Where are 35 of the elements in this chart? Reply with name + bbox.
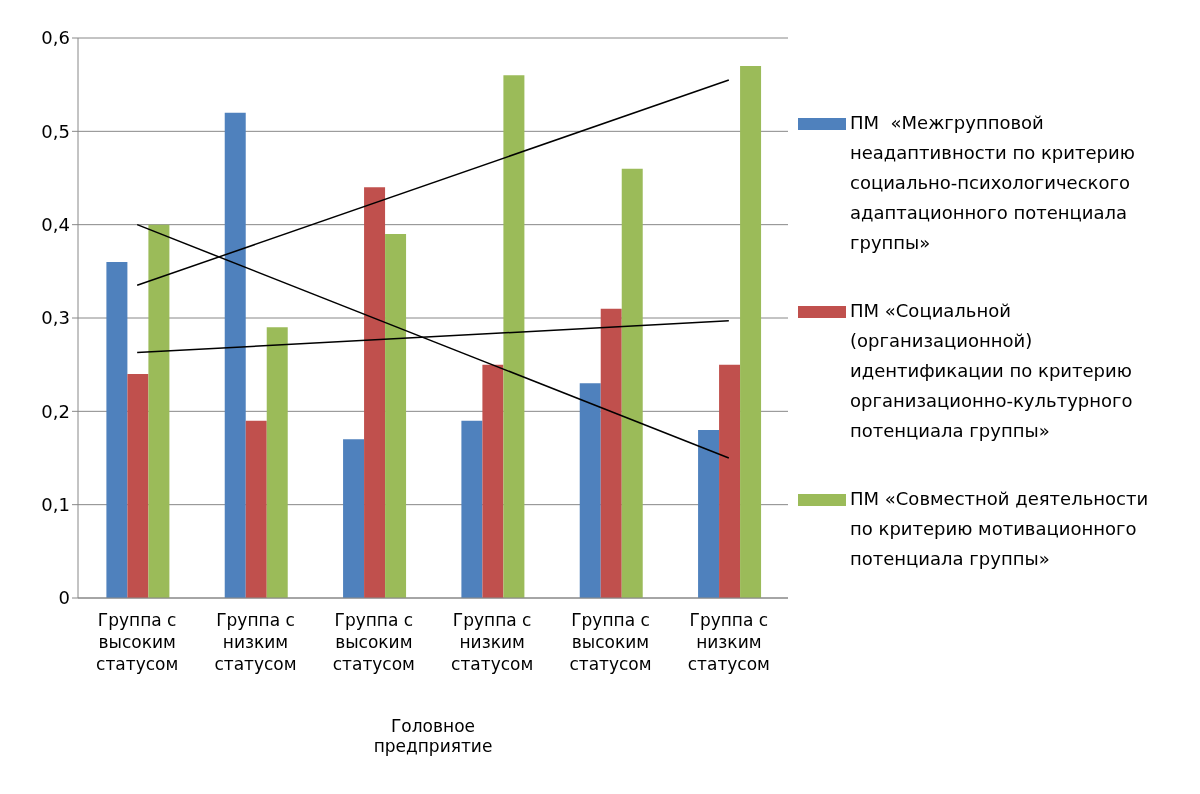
bar: [719, 364, 741, 598]
bar: [621, 168, 643, 598]
x-tick-label: Группа с низким статусом: [451, 610, 534, 674]
x-tick-label: Группа с низким статусом: [687, 610, 770, 674]
y-tick-label: 0,3: [41, 307, 70, 329]
bar: [503, 75, 525, 598]
y-tick-label: 0,5: [41, 120, 70, 142]
legend-label: ПМ «Социальной (организационной) идентификации по критерию организационно-культурного потенциала группы»: [850, 299, 1134, 443]
legend-label: ПМ «Межгрупповой неадаптивности по критерию социально-психологического адаптационного потенциала группы»: [850, 111, 1136, 255]
x-tick-label: Группа с высоким статусом: [96, 610, 179, 674]
bar: [600, 308, 622, 598]
bar: [106, 262, 128, 598]
y-tick-label: 0,2: [41, 400, 70, 422]
bar: [127, 374, 149, 598]
bar: [266, 327, 288, 598]
x-tick-label: Группа с высоким статусом: [332, 610, 415, 674]
text: Головное предприятие: [372, 716, 494, 756]
legend-label: ПМ «Совместной деятельности по критерию мотивационного потенциала группы»: [850, 487, 1150, 571]
bar: [343, 439, 365, 598]
x-tick-label: Группа с высоким статусом: [569, 610, 652, 674]
bar: [579, 383, 601, 598]
x-tick-label: Группа с низким статусом: [214, 610, 297, 674]
y-tick-label: 0,4: [41, 214, 70, 236]
bar: [224, 112, 246, 598]
bar: [364, 187, 386, 598]
y-tick-label: 0,6: [41, 27, 70, 49]
bar: [245, 420, 267, 598]
bar: [698, 430, 720, 598]
y-tick-label: 0: [58, 587, 70, 609]
bar: [461, 420, 483, 598]
bar: [148, 224, 170, 598]
bar: [482, 364, 504, 598]
bar: [385, 234, 407, 598]
y-tick-label: 0,1: [41, 494, 70, 516]
bar: [740, 66, 762, 598]
